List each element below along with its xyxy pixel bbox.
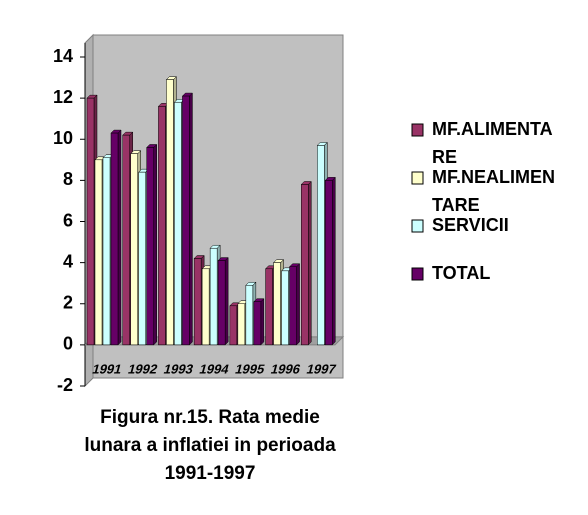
legend-label: MF.ALIMENTA RE [432,119,553,167]
bar [94,159,103,346]
x-tick-label: 1997 [305,362,338,377]
bar [86,97,95,346]
bar [253,301,262,346]
bar [166,79,174,346]
bar [229,305,238,346]
x-tick-label: 1991 [91,362,124,377]
x-tick-label: 1995 [234,362,267,377]
bar-side [332,176,336,346]
bar [201,268,210,346]
bar-side [260,298,265,346]
bar [193,258,202,346]
bar [317,145,325,346]
bar-side [117,129,122,346]
legend-swatch [411,123,424,137]
y-tick-label: 6 [63,210,73,230]
x-tick-label: 1993 [162,362,195,377]
bar-side [189,92,193,346]
bar [130,153,138,346]
bar [174,101,182,346]
y-tick-label: 8 [63,169,73,189]
legend-swatch [411,219,424,233]
legend-label: MF.NEALIMEN TARE [432,167,555,215]
bar-side [308,180,312,346]
bar [102,157,111,346]
bar [138,171,146,346]
bar-side [153,143,157,346]
y-tick-label: 12 [53,87,73,107]
bar [245,284,254,346]
bar [273,262,281,346]
x-tick-label: 1992 [126,362,159,377]
y-tick-label: 2 [63,293,73,313]
x-tick-label: 1996 [269,362,302,377]
legend-label: SERVICII [432,215,509,235]
y-tick-label: 10 [53,128,73,148]
bar [281,270,289,346]
bar [325,180,333,346]
bar [110,132,119,346]
chart: -2 0 2 4 6 8 10 12 14 1991 1992 1993 1994 1995 1996 199… [53,33,555,395]
legend-label: TOTAL [432,263,490,283]
bar [182,95,190,346]
bar [289,266,297,346]
bar [209,247,218,346]
bar-side [224,256,229,346]
y-tick-label: 4 [63,251,73,271]
bar [146,147,154,346]
legend-swatch [411,171,424,185]
bar [122,134,130,346]
bar [237,303,246,346]
bar [265,268,273,346]
y-tick-label: -2 [57,375,73,395]
bar [158,106,166,346]
bar-side [296,263,300,346]
bar [301,184,309,346]
y-tick-label: 0 [63,334,73,354]
legend-swatch [411,267,424,281]
chart-title: Figura nr.15. Rata medie lunara a inflat… [84,407,336,484]
bar [217,260,226,346]
x-tick-label: 1994 [198,362,231,377]
y-tick-label: 14 [53,46,73,66]
